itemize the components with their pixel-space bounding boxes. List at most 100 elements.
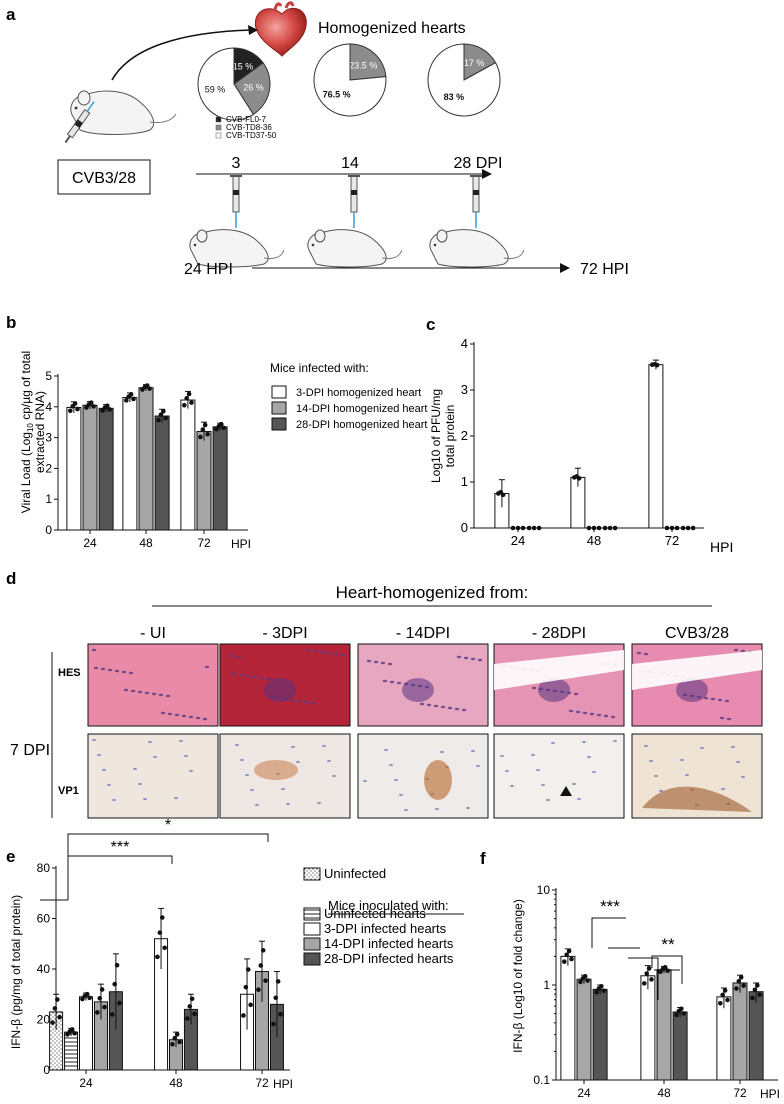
data-point	[219, 421, 224, 427]
cell-nucleus	[643, 652, 649, 656]
pie-charts: 15 % 26 % 59 % 23.5 % 76.5 % 17 % 83 %	[197, 43, 501, 121]
data-point	[594, 989, 599, 995]
panel-b-ylabel: Viral Load (Log10 cp/µg of total extract…	[19, 351, 47, 513]
data-point	[114, 962, 120, 968]
vp1-stain	[642, 786, 752, 812]
y-tick-label: 5	[45, 369, 52, 383]
y-tick-label: 1	[461, 474, 468, 489]
legend-label: 14-DPI infected hearts	[324, 936, 454, 951]
cell-nucleus	[153, 755, 157, 759]
cell-nucleus	[252, 675, 258, 679]
cell-nucleus	[112, 798, 116, 802]
cell-nucleus	[476, 764, 480, 768]
cell-nucleus	[202, 717, 208, 721]
data-point	[734, 986, 739, 991]
data-point	[750, 995, 755, 1001]
cell-nucleus	[204, 665, 210, 669]
data-point	[72, 401, 78, 406]
cell-nucleus	[340, 653, 346, 657]
data-point	[526, 525, 532, 531]
side-label-7dpi: 7 DPI	[10, 742, 50, 759]
cvb328-label: CVB3/28	[72, 170, 136, 187]
bar	[154, 415, 170, 531]
cell-nucleus	[726, 717, 732, 721]
cell-nucleus	[724, 699, 730, 703]
data-point	[177, 1039, 182, 1045]
heart-icon	[254, 1, 307, 57]
data-point	[91, 404, 96, 409]
data-point	[275, 979, 281, 984]
panel-e-xunit: HPI	[273, 1077, 293, 1091]
data-point	[738, 975, 744, 980]
cell-nucleus	[654, 774, 658, 778]
data-point	[515, 525, 521, 531]
data-point	[162, 945, 167, 951]
data-point	[187, 1004, 193, 1009]
data-point	[102, 1004, 107, 1010]
cell-nucleus	[179, 739, 183, 743]
cell-nucleus	[596, 713, 602, 717]
cell-nucleus	[582, 740, 586, 744]
panel-a: a Homogenized hearts CVB3/28 15 % 26 %	[6, 1, 629, 278]
sig-bracket-24	[591, 917, 640, 949]
data-point	[172, 1035, 178, 1041]
data-point	[75, 406, 80, 412]
y-tick-label: 20	[37, 1013, 51, 1027]
x-tick-label: 48	[587, 533, 601, 548]
cell-nucleus	[133, 767, 137, 771]
data-point	[88, 400, 94, 405]
svg-text:Viral Load (Log10 cp/µg of tot: Viral Load (Log10 cp/µg of total	[19, 351, 35, 513]
cell-nucleus	[700, 746, 704, 750]
data-point	[189, 400, 194, 405]
cell-nucleus	[259, 676, 265, 680]
cell-nucleus	[130, 689, 136, 693]
cell-nucleus	[148, 740, 152, 744]
cell-nucleus	[312, 649, 318, 653]
cell-nucleus	[305, 648, 311, 652]
data-point	[155, 954, 160, 960]
vp1-stain	[254, 760, 298, 780]
cell-nucleus	[396, 681, 402, 685]
legend-label: 3-DPI infected hearts	[324, 921, 447, 936]
cell-nucleus	[128, 671, 134, 675]
data-point	[159, 915, 165, 920]
cell-nucleus	[659, 789, 663, 793]
panel-f-label: f	[480, 849, 486, 868]
syringe-icon	[470, 175, 482, 228]
pie-slice-label: 83 %	[444, 92, 465, 102]
cell-nucleus	[536, 768, 540, 772]
data-point	[243, 984, 249, 990]
panel-c-xunit: HPI	[710, 539, 733, 555]
data-point	[260, 948, 266, 953]
y-tick-label: 0	[45, 523, 52, 537]
cell-nucleus	[440, 705, 446, 709]
bar	[138, 387, 154, 531]
data-point	[755, 983, 760, 988]
sig-stars-72: *	[165, 817, 171, 834]
data-point	[536, 525, 542, 531]
tissue-gap	[494, 650, 624, 690]
data-point	[582, 974, 588, 979]
legend-label: 14-DPI homogenized heart	[296, 403, 427, 415]
data-point	[578, 979, 583, 985]
cell-nucleus	[435, 807, 439, 811]
cell-nucleus	[281, 787, 285, 791]
y-tick-label: 4	[45, 400, 52, 414]
cell-nucleus	[240, 758, 244, 762]
cell-nucleus	[326, 651, 332, 655]
data-point	[722, 988, 728, 993]
cell-nucleus	[231, 672, 237, 676]
panel-f-ylabel: IFN-β (Log10 of fold change)	[511, 899, 525, 1053]
syringe-icon	[64, 101, 95, 144]
cell-nucleus	[289, 698, 295, 702]
chart-c: 0 1 2 3 4 24 48 72	[461, 336, 704, 548]
data-point	[170, 1041, 175, 1047]
data-point	[107, 407, 112, 412]
cell-nucleus	[577, 797, 581, 801]
cell-nucleus	[363, 779, 367, 783]
x-tick-label: 24	[83, 536, 97, 550]
cell-nucleus	[477, 658, 483, 662]
infiltrate	[676, 678, 708, 702]
y-tick-label: 2	[461, 428, 468, 443]
